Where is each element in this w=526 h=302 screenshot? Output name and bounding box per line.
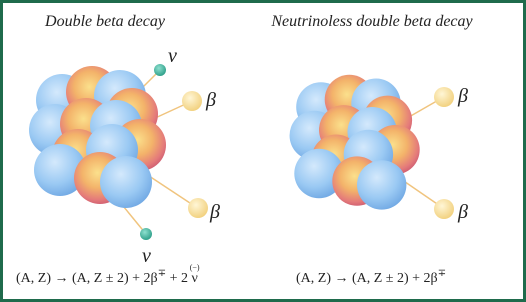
equation-left: (A, Z) → (A, Z ± 2) + 2β∓ + 2 ν: [16, 268, 198, 286]
label-nu: ν: [142, 245, 151, 267]
eq-nu: ν: [191, 271, 197, 286]
left-title: Double beta decay: [44, 13, 166, 30]
label-beta: β: [209, 201, 220, 223]
beta-particle: [182, 91, 202, 111]
equation-right: (A, Z) → (A, Z ± 2) + 2β∓: [296, 268, 446, 286]
beta-particle: [434, 199, 454, 219]
label-beta: β: [457, 85, 468, 107]
neutrino: [140, 228, 152, 240]
eq-overset: (−): [190, 263, 200, 272]
page: Double beta decay Neutrinoless double be…: [0, 0, 526, 302]
right-title: Neutrinoless double beta decay: [270, 13, 473, 30]
neutron: [357, 160, 406, 209]
eq-sup: ∓: [438, 268, 446, 279]
label-beta: β: [205, 89, 216, 111]
neutron: [100, 156, 152, 208]
eq-sup: ∓: [158, 268, 166, 279]
beta-particle: [188, 198, 208, 218]
beta-particle: [434, 87, 454, 107]
label-nu: ν: [168, 45, 177, 67]
neutrino: [154, 64, 166, 76]
diagram: Double beta decay Neutrinoless double be…: [0, 0, 526, 302]
eq-rest: + 2: [166, 271, 191, 286]
label-beta: β: [457, 201, 468, 223]
eq-main: (A, Z) → (A, Z ± 2) + 2β: [16, 271, 158, 286]
eq-main: (A, Z) → (A, Z ± 2) + 2β: [296, 271, 438, 286]
